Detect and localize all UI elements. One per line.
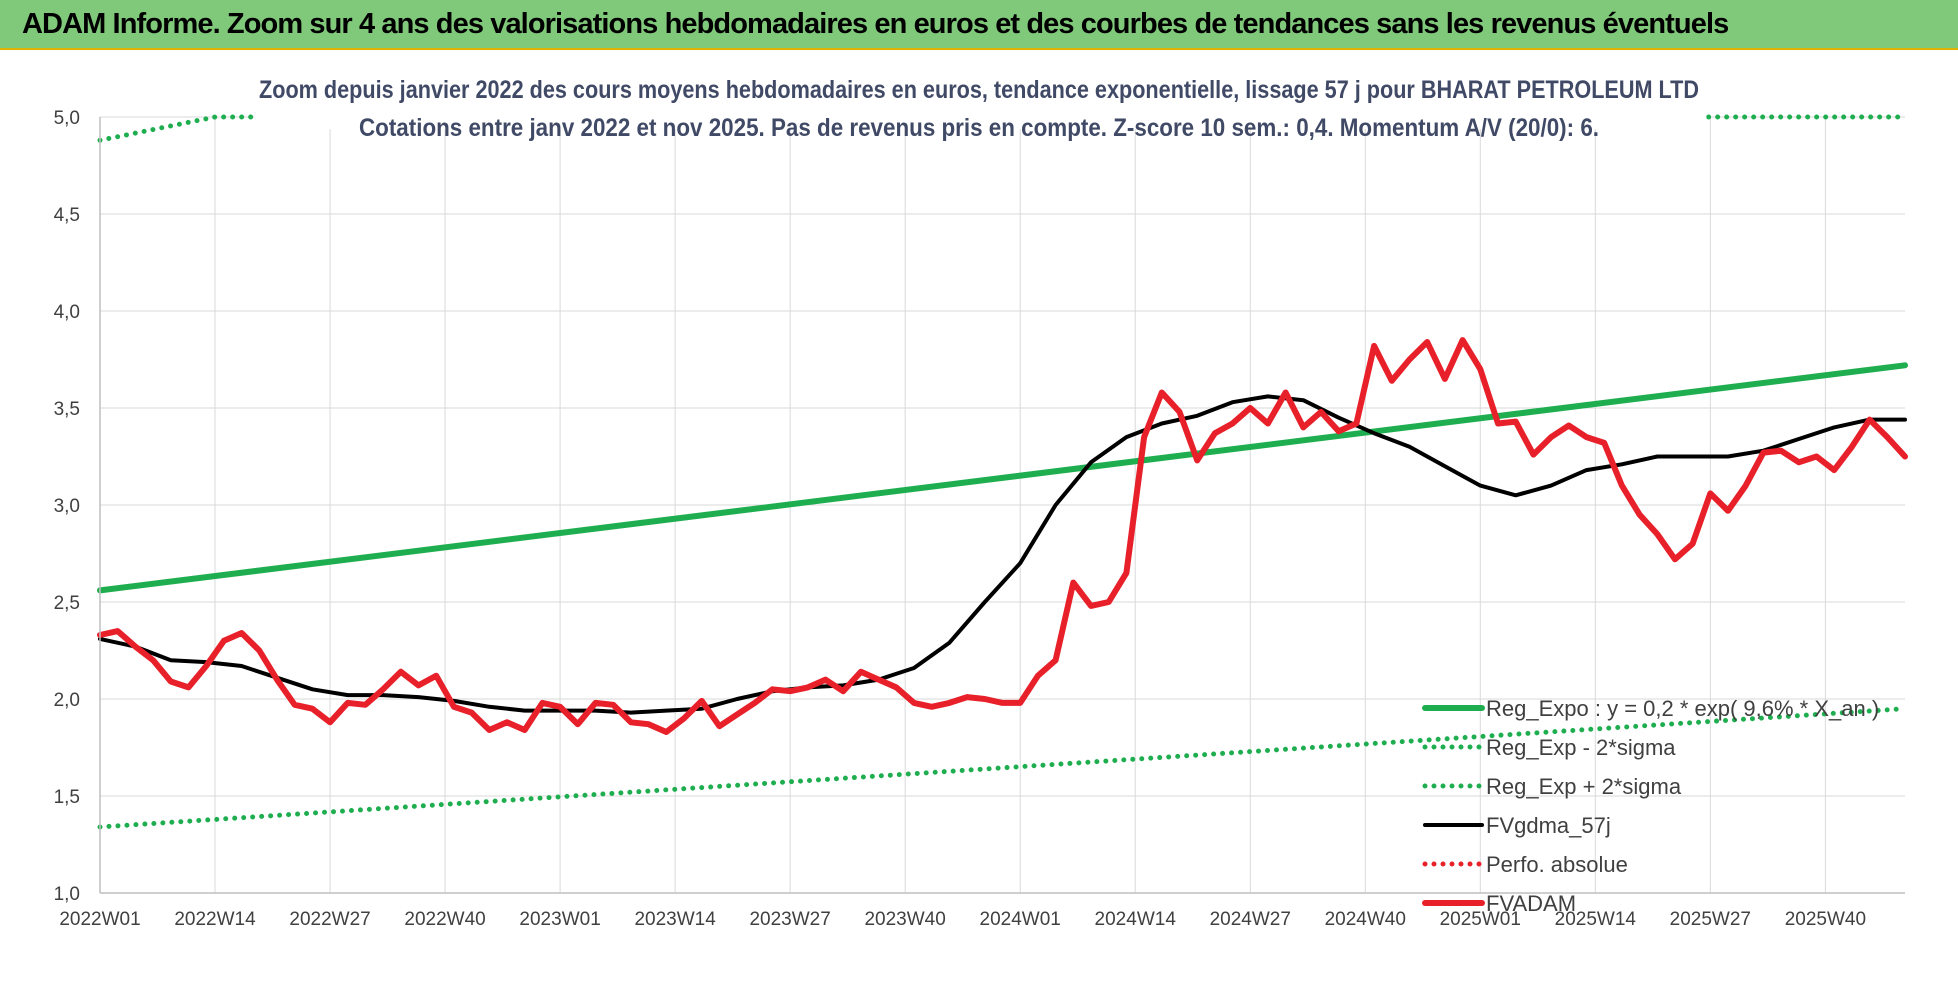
y-tick-label: 5,0 bbox=[54, 108, 80, 129]
axes: 1,0 1,5 2,0 2,5 3,0 3,5 4,0 4,5 5,0 2022W01 2022W1… bbox=[54, 108, 1905, 930]
legend-label: FVgdma_57j bbox=[1486, 813, 1611, 838]
report-title: ADAM Informe. Zoom sur 4 ans des valoris… bbox=[22, 8, 1729, 40]
y-tick-label: 2,5 bbox=[54, 593, 80, 614]
x-tick-label: 2024W27 bbox=[1210, 909, 1291, 930]
legend-label: FVADAM bbox=[1486, 891, 1576, 916]
y-tick-label: 2,0 bbox=[54, 690, 80, 711]
x-tick-label: 2023W27 bbox=[749, 909, 830, 930]
series-fvgdma-57j bbox=[98, 394, 1907, 715]
x-tick-label: 2023W40 bbox=[864, 909, 945, 930]
y-tick-label: 3,5 bbox=[54, 399, 80, 420]
chart-svg: 1,0 1,5 2,0 2,5 3,0 3,5 4,0 4,5 5,0 2022W01 2022W1… bbox=[54, 76, 1908, 930]
y-tick-label: 4,5 bbox=[54, 205, 80, 226]
chart-subtitle: Cotations entre janv 2022 et nov 2025. P… bbox=[359, 114, 1599, 142]
y-tick-label: 1,0 bbox=[54, 884, 80, 905]
report-banner: ADAM Informe. Zoom sur 4 ans des valoris… bbox=[0, 0, 1958, 50]
legend-label: Reg_Exp + 2*sigma bbox=[1486, 774, 1682, 799]
x-tick-label: 2023W14 bbox=[634, 909, 716, 930]
legend-label: Perfo. absolue bbox=[1486, 852, 1628, 877]
x-tick-label: 2024W14 bbox=[1095, 909, 1177, 930]
title-mask bbox=[254, 105, 1707, 129]
series-reg-plus-2sigma bbox=[97, 114, 1908, 143]
x-tick-label: 2022W01 bbox=[59, 909, 140, 930]
x-tick-label: 2022W40 bbox=[404, 909, 485, 930]
x-tick-label: 2024W01 bbox=[980, 909, 1061, 930]
series-reg-minus-2sigma bbox=[97, 706, 1908, 830]
y-tick-label: 1,5 bbox=[54, 787, 80, 808]
y-tick-label: 3,0 bbox=[54, 496, 80, 517]
series-layer bbox=[97, 105, 1908, 830]
legend-label: Reg_Exp - 2*sigma bbox=[1486, 735, 1676, 760]
x-tick-label: 2025W14 bbox=[1555, 909, 1637, 930]
x-tick-label: 2024W40 bbox=[1325, 909, 1406, 930]
x-tick-label: 2025W40 bbox=[1785, 909, 1866, 930]
series-reg-expo bbox=[97, 362, 1908, 594]
series-fvadam bbox=[97, 337, 1908, 735]
x-tick-label: 2025W27 bbox=[1670, 909, 1751, 930]
chart-frame: 1,0 1,5 2,0 2,5 3,0 3,5 4,0 4,5 5,0 2022W01 2022W1… bbox=[0, 50, 1958, 984]
x-tick-label: 2025W01 bbox=[1440, 909, 1521, 930]
legend-label: Reg_Expo : y = 0,2 * exp( 9,6% * X_an ) bbox=[1486, 696, 1879, 721]
legend: Reg_Expo : y = 0,2 * exp( 9,6% * X_an ) R… bbox=[1422, 696, 1879, 916]
y-tick-label: 4,0 bbox=[54, 302, 80, 323]
x-tick-label: 2023W01 bbox=[519, 909, 600, 930]
x-tick-label: 2022W27 bbox=[289, 909, 370, 930]
chart-title: Zoom depuis janvier 2022 des cours moyen… bbox=[259, 76, 1699, 104]
x-tick-label: 2022W14 bbox=[174, 909, 256, 930]
grid bbox=[99, 116, 1905, 894]
